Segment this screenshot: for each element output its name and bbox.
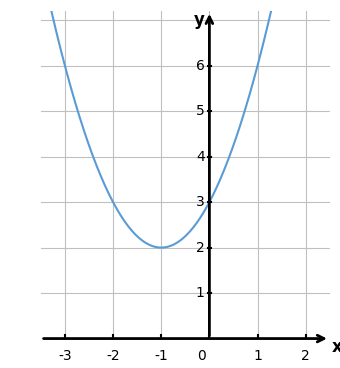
- Text: 1: 1: [253, 348, 262, 362]
- Text: 6: 6: [196, 59, 205, 72]
- Text: y: y: [194, 11, 205, 29]
- Text: 2: 2: [196, 241, 205, 255]
- Text: 3: 3: [196, 195, 205, 209]
- Text: 5: 5: [196, 104, 205, 118]
- Text: 4: 4: [196, 150, 205, 164]
- Text: -1: -1: [154, 348, 168, 362]
- Text: 0: 0: [197, 348, 205, 362]
- Text: -3: -3: [58, 348, 72, 362]
- Text: 2: 2: [301, 348, 310, 362]
- Text: x: x: [332, 338, 340, 356]
- Text: 1: 1: [196, 286, 205, 300]
- Text: -2: -2: [106, 348, 120, 362]
